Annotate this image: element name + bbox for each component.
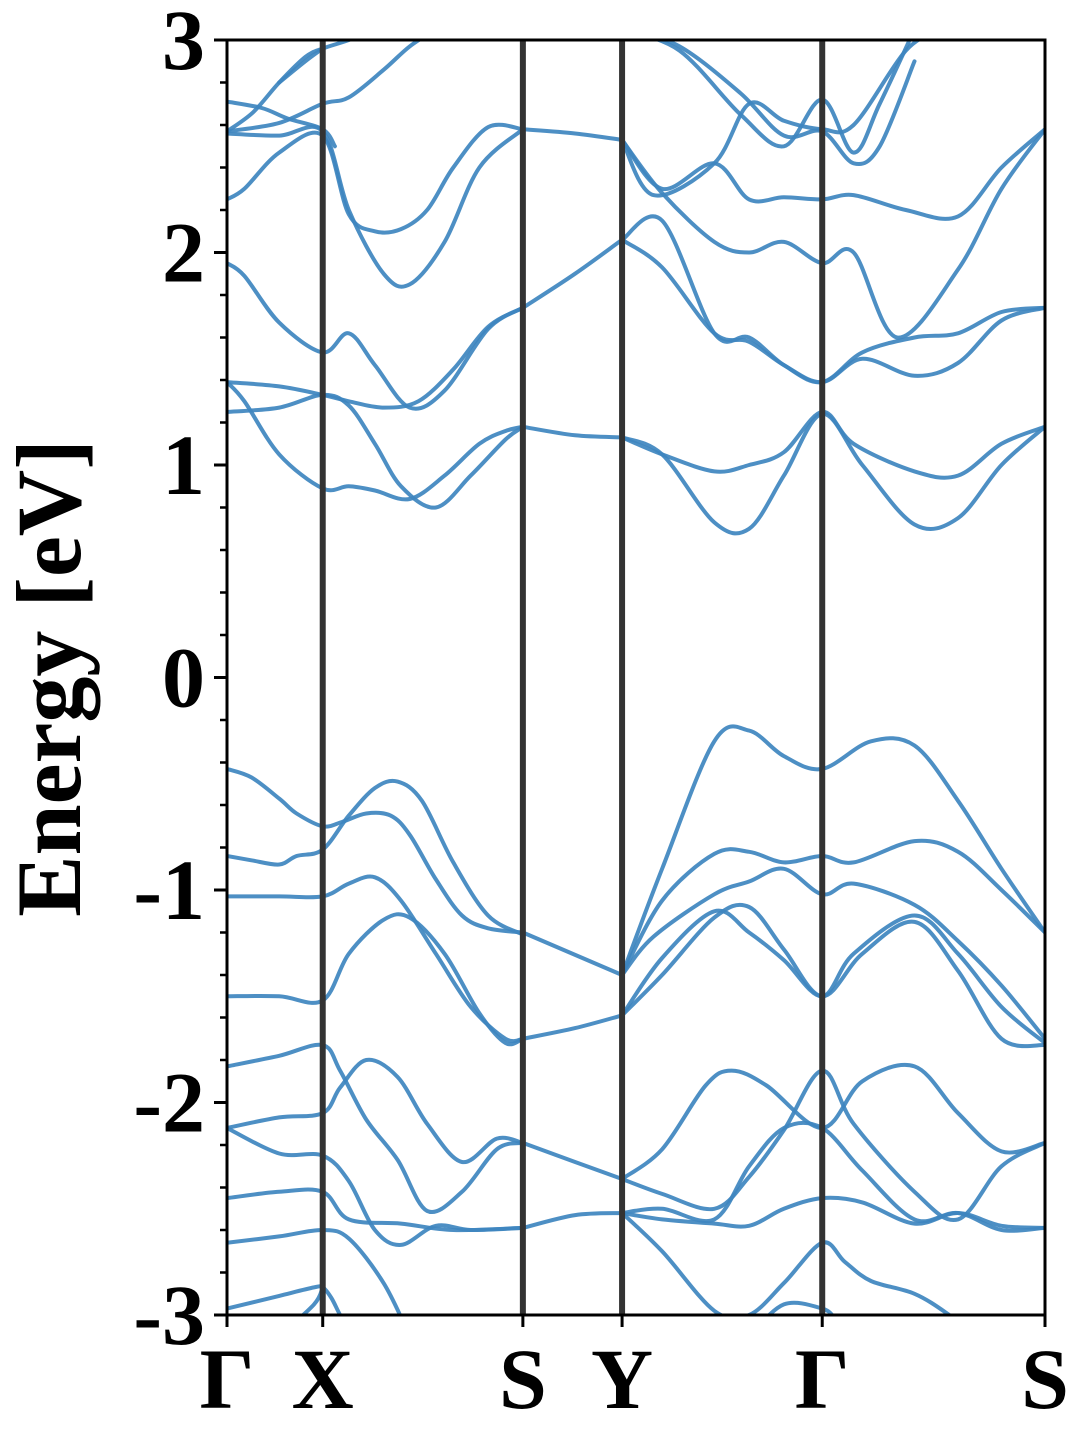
- band-line-37: [620, 1211, 953, 1315]
- band-line-14: [227, 261, 525, 411]
- band-line-9: [227, 1284, 343, 1315]
- band-line-8: [227, 1227, 403, 1315]
- band-line-5: [227, 1057, 525, 1165]
- high-symmetry-lines: [319, 40, 826, 1315]
- x-tick-label: S: [1021, 1331, 1069, 1427]
- band-line-45: [620, 40, 922, 198]
- x-tick-label: Γ: [200, 1331, 255, 1427]
- band-line-1: [227, 778, 525, 937]
- y-tick-label: -1: [133, 842, 205, 938]
- x-tick-label: X: [292, 1331, 354, 1427]
- x-tick-label: Γ: [795, 1331, 850, 1427]
- band-line-17: [227, 40, 423, 134]
- band-line-46: [652, 40, 912, 155]
- band-line-41: [620, 237, 1045, 385]
- band-line-27: [520, 127, 625, 142]
- band-line-31: [620, 908, 1045, 1045]
- band-line-47: [659, 40, 917, 167]
- band-line-23: [520, 1140, 625, 1181]
- band-line-28: [620, 724, 1045, 977]
- band-lines: [227, 40, 1045, 1315]
- band-line-13: [227, 380, 525, 502]
- band-line-19: [227, 40, 355, 134]
- y-axis-ticks: 3 2 1 0 -1 -2 -3: [133, 0, 227, 1363]
- y-tick-label: -2: [133, 1055, 205, 1151]
- band-line-16: [227, 124, 525, 289]
- band-line-11: [227, 392, 525, 510]
- band-line-4: [227, 1042, 525, 1215]
- band-line-22: [520, 1013, 625, 1041]
- band-line-15: [227, 122, 525, 235]
- x-tick-label: S: [499, 1331, 547, 1427]
- band-line-32: [620, 902, 1045, 1049]
- x-tick-label: Y: [591, 1331, 653, 1427]
- band-line-29: [620, 838, 1045, 977]
- band-line-21: [520, 930, 625, 977]
- band-line-6: [227, 1126, 525, 1247]
- band-line-25: [520, 424, 625, 440]
- y-tick-label: 0: [162, 630, 205, 726]
- y-tick-label: -3: [133, 1267, 205, 1363]
- band-line-3: [227, 912, 525, 1047]
- y-tick-label: 1: [162, 417, 205, 513]
- band-line-0: [227, 766, 525, 935]
- band-line-26: [520, 237, 625, 310]
- band-line-12: [227, 305, 525, 410]
- y-tick-label: 2: [162, 205, 205, 301]
- y-tick-label: 3: [162, 0, 205, 88]
- band-line-42: [620, 214, 1045, 385]
- band-line-43: [620, 127, 1045, 340]
- y-axis-label: Energy [eV]: [0, 439, 100, 917]
- band-line-7: [227, 1187, 525, 1233]
- band-line-18: [227, 99, 337, 149]
- band-line-24: [520, 1211, 625, 1230]
- plot-frame: [225, 38, 1047, 1317]
- band-line-40: [620, 412, 1045, 536]
- band-line-20: [277, 46, 325, 85]
